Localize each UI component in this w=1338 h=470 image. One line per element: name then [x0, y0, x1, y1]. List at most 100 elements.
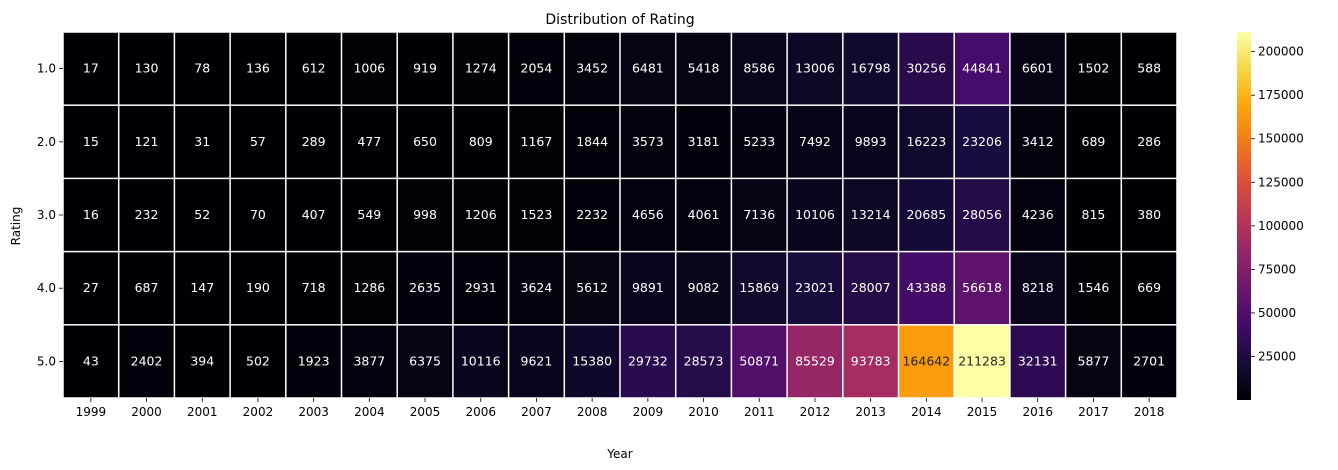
heatmap-cell: [954, 252, 1010, 325]
heatmap-cell: [63, 32, 118, 105]
cell-value-label: 16798: [851, 61, 891, 76]
x-tick-label: 2003: [298, 405, 329, 419]
x-tick-label: 2000: [131, 405, 162, 419]
heatmap-cell: [453, 179, 508, 251]
cell-value-label: 1286: [353, 280, 385, 295]
cell-value-label: 502: [246, 353, 270, 368]
cell-value-label: 29732: [628, 353, 668, 368]
y-tick-label: 4.0: [37, 281, 56, 295]
heatmap-cell: [676, 105, 731, 178]
cell-value-label: 56618: [962, 280, 1002, 295]
x-tick-label: 2012: [800, 405, 831, 419]
cell-value-label: 10116: [461, 353, 501, 368]
cell-value-label: 78: [194, 61, 210, 76]
cell-value-label: 4061: [688, 207, 720, 222]
cell-value-label: 136: [246, 61, 270, 76]
cell-value-label: 612: [302, 61, 326, 76]
heatmap-cell: [230, 105, 286, 178]
y-axis-label: Rating: [9, 207, 23, 246]
x-tick-label: 2010: [688, 405, 719, 419]
heatmap-cell: [1122, 105, 1177, 178]
heatmap-cell: [453, 325, 508, 398]
cell-value-label: 2232: [576, 207, 608, 222]
heatmap-cell: [565, 252, 620, 325]
cell-value-label: 9621: [521, 353, 553, 368]
cell-value-label: 6601: [1022, 61, 1054, 76]
x-tick-label: 2001: [187, 405, 218, 419]
heatmap-cell: [787, 32, 843, 105]
heatmap-cell: [1066, 105, 1121, 178]
heatmap-cell: [620, 179, 675, 251]
colorbar-tick-label: 200000: [1258, 45, 1304, 59]
heatmap-cell: [954, 105, 1010, 178]
cell-value-label: 8586: [743, 61, 775, 76]
heatmap-cell: [787, 325, 843, 398]
cell-value-label: 190: [246, 280, 270, 295]
heatmap-cell: [732, 252, 787, 325]
x-tick-label: 2007: [521, 405, 552, 419]
heatmap-cell: [565, 105, 620, 178]
y-tick-label: 5.0: [37, 354, 56, 368]
cell-value-label: 27: [83, 280, 99, 295]
heatmap-cell: [1066, 179, 1121, 251]
heatmap-cell: [286, 179, 341, 251]
heatmap-cell: [1066, 252, 1121, 325]
heatmap-cell: [1066, 32, 1121, 105]
heatmap-cell: [1010, 32, 1065, 105]
heatmap-cell: [175, 32, 230, 105]
cell-value-label: 43: [83, 353, 99, 368]
cell-value-label: 130: [135, 61, 159, 76]
cell-value-label: 50871: [739, 353, 779, 368]
cell-value-label: 2931: [465, 280, 497, 295]
heatmap-cell: [397, 105, 453, 178]
cell-value-label: 9891: [632, 280, 664, 295]
heatmap-cell: [676, 32, 731, 105]
heatmap-cell: [1010, 252, 1065, 325]
cell-value-label: 6375: [409, 353, 441, 368]
heatmap-cell: [620, 252, 675, 325]
x-tick-label: 2013: [855, 405, 886, 419]
heatmap-cell: [509, 252, 564, 325]
heatmap-cell: [119, 252, 174, 325]
heatmap-cell: [1010, 325, 1065, 398]
x-axis-label: Year: [606, 447, 632, 461]
colorbar-tick-label: 100000: [1258, 219, 1304, 233]
colorbar: 25000 50000 75000 100000 125000 150000 175000 2…: [1237, 32, 1304, 400]
cell-value-label: 31: [194, 134, 210, 149]
colorbar-tick-label: 75000: [1258, 262, 1296, 276]
heatmap-cells: 17 130 78 136 612 1006 919 1274 2054 3452 6481 5418…: [63, 32, 1177, 398]
cell-value-label: 3573: [632, 134, 664, 149]
heatmap-cell: [119, 179, 174, 251]
heatmap-cell: [286, 32, 341, 105]
heatmap-cell: [732, 32, 787, 105]
heatmap-cell: [342, 32, 397, 105]
cell-value-label: 28573: [684, 353, 724, 368]
heatmap-cell: [732, 179, 787, 251]
heatmap-cell: [732, 105, 787, 178]
cell-value-label: 16223: [906, 134, 946, 149]
heatmap-cell: [175, 105, 230, 178]
cell-value-label: 4656: [632, 207, 664, 222]
heatmap-cell: [1122, 179, 1177, 251]
cell-value-label: 998: [413, 207, 437, 222]
cell-value-label: 121: [135, 134, 159, 149]
cell-value-label: 20685: [906, 207, 946, 222]
cell-value-label: 70: [250, 207, 266, 222]
colorbar-tick-label: 125000: [1258, 175, 1304, 189]
colorbar-gradient: [1237, 32, 1251, 400]
heatmap-cell: [286, 105, 341, 178]
cell-value-label: 1006: [353, 61, 385, 76]
cell-value-label: 13214: [851, 207, 891, 222]
cell-value-label: 1167: [521, 134, 553, 149]
heatmap-cell: [397, 252, 453, 325]
cell-value-label: 211283: [958, 353, 1006, 368]
y-tick-label: 3.0: [37, 208, 56, 222]
cell-value-label: 815: [1082, 207, 1106, 222]
cell-value-label: 2402: [131, 353, 163, 368]
heatmap-cell: [620, 325, 675, 398]
heatmap-cell: [230, 179, 286, 251]
cell-value-label: 1844: [576, 134, 608, 149]
heatmap-cell: [732, 325, 787, 398]
heatmap-cell: [676, 252, 731, 325]
heatmap-cell: [230, 32, 286, 105]
